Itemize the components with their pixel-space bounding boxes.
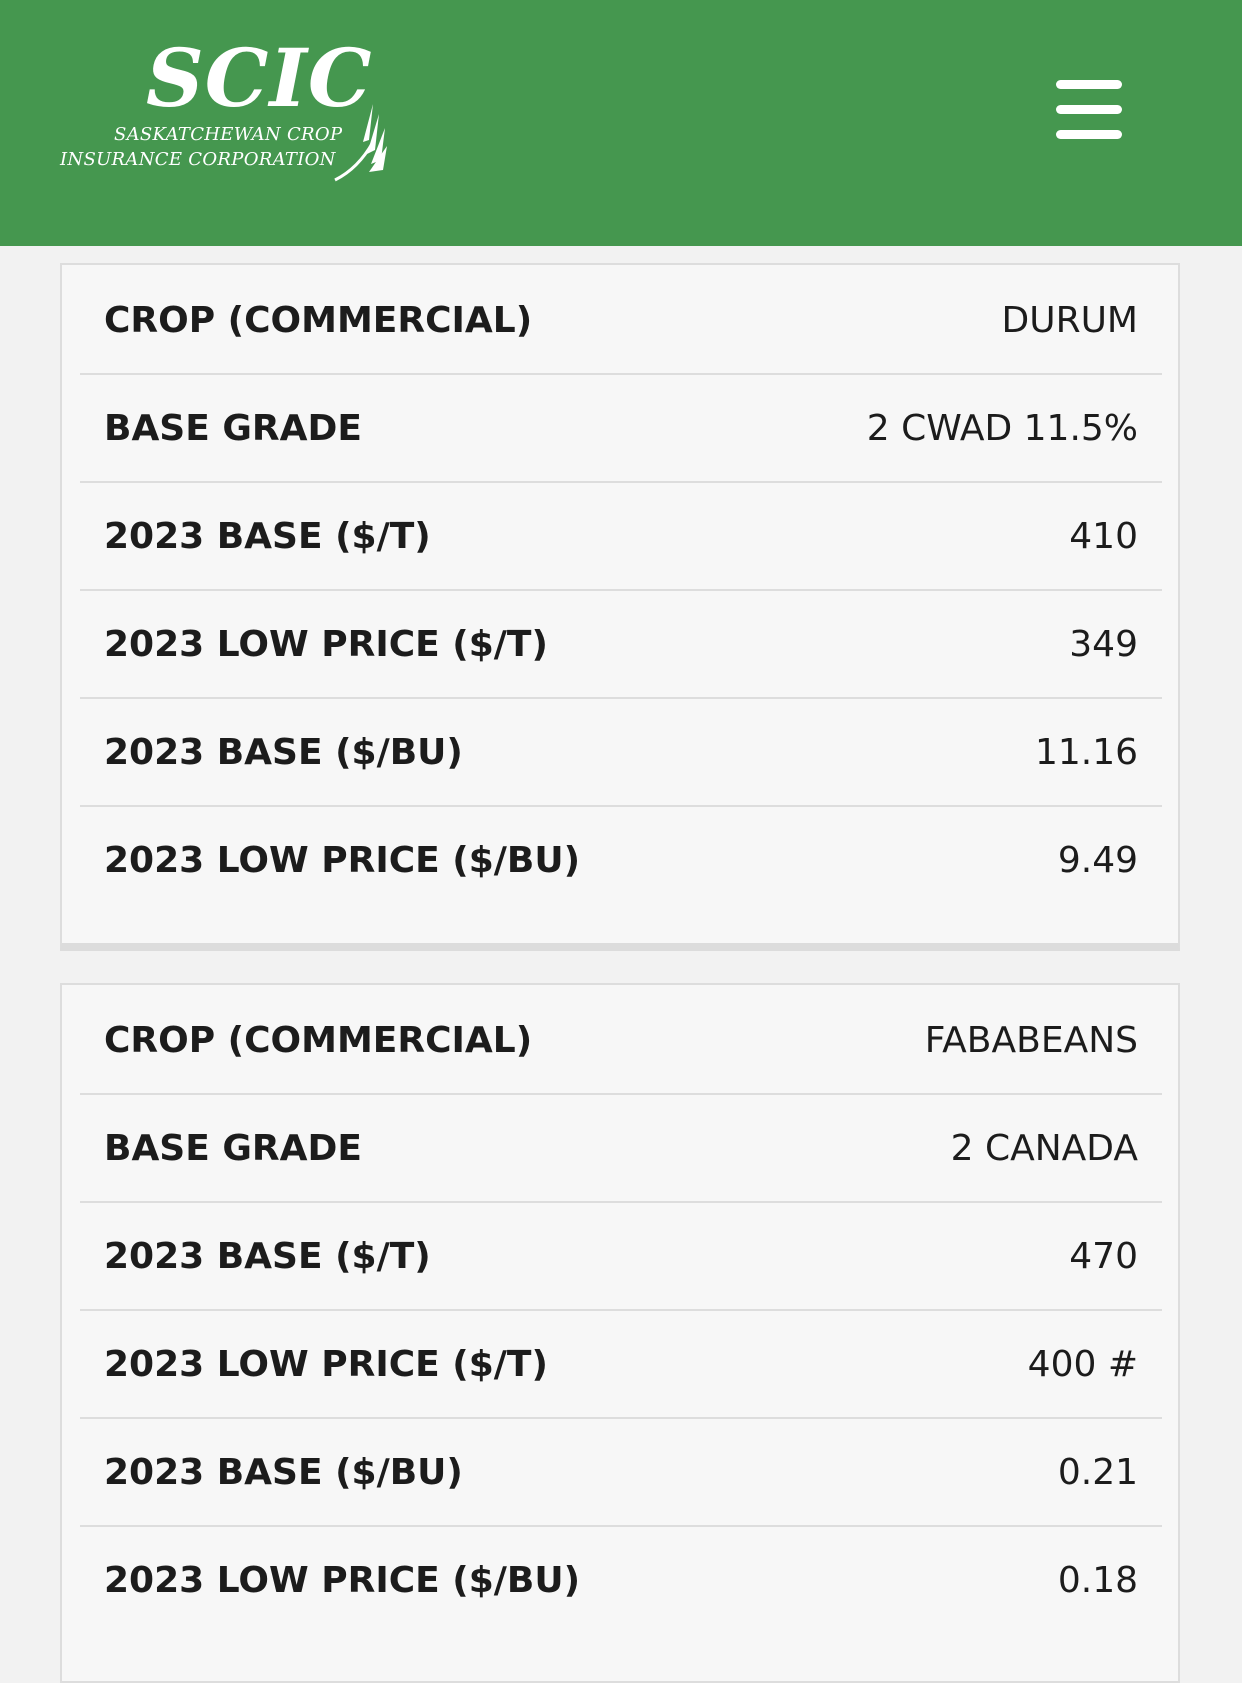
row-divider bbox=[80, 373, 1162, 375]
row-label: 2023 LOW PRICE ($/BU) bbox=[104, 1560, 581, 1601]
scic-logo[interactable]: SCIC SASKATCHEWAN CROP INSURANCE CORPORA… bbox=[58, 36, 388, 186]
crop-price-card-durum: CROP (COMMERCIAL) DURUM BASE GRADE 2 CWA… bbox=[60, 263, 1180, 951]
row-label: 2023 BASE ($/BU) bbox=[104, 1452, 463, 1493]
menu-bar-middle bbox=[1056, 105, 1122, 114]
table-row: CROP (COMMERCIAL) FABABEANS bbox=[80, 987, 1162, 1095]
row-label: 2023 BASE ($/T) bbox=[104, 1236, 431, 1277]
table-row: CROP (COMMERCIAL) DURUM bbox=[80, 267, 1162, 375]
row-label: CROP (COMMERCIAL) bbox=[104, 1020, 533, 1061]
row-value: FABABEANS bbox=[924, 1020, 1138, 1061]
row-divider bbox=[80, 589, 1162, 591]
row-value: 400 # bbox=[1027, 1344, 1138, 1385]
table-row: 2023 BASE ($/BU) 11.16 bbox=[80, 699, 1162, 807]
table-row: 2023 LOW PRICE ($/BU) 0.18 bbox=[80, 1527, 1162, 1635]
row-value: 2 CWAD 11.5% bbox=[866, 408, 1138, 449]
row-divider bbox=[80, 1309, 1162, 1311]
row-label: CROP (COMMERCIAL) bbox=[104, 300, 533, 341]
row-label: 2023 BASE ($/T) bbox=[104, 516, 431, 557]
menu-bar-top bbox=[1056, 80, 1122, 89]
row-value: 11.16 bbox=[1034, 732, 1138, 773]
table-row: 2023 BASE ($/T) 410 bbox=[80, 483, 1162, 591]
table-row: 2023 BASE ($/BU) 0.21 bbox=[80, 1419, 1162, 1527]
table-row: 2023 BASE ($/T) 470 bbox=[80, 1203, 1162, 1311]
row-divider bbox=[80, 1093, 1162, 1095]
row-label: 2023 LOW PRICE ($/BU) bbox=[104, 840, 581, 881]
row-divider bbox=[80, 697, 1162, 699]
row-divider bbox=[80, 481, 1162, 483]
table-row: 2023 LOW PRICE ($/T) 400 # bbox=[80, 1311, 1162, 1419]
site-header: SCIC SASKATCHEWAN CROP INSURANCE CORPORA… bbox=[0, 0, 1242, 246]
row-label: 2023 BASE ($/BU) bbox=[104, 732, 463, 773]
row-label: BASE GRADE bbox=[104, 408, 362, 449]
row-value: 470 bbox=[1069, 1236, 1138, 1277]
row-value: 2 CANADA bbox=[950, 1128, 1138, 1169]
table-row: 2023 LOW PRICE ($/BU) 9.49 bbox=[80, 807, 1162, 915]
row-divider bbox=[80, 805, 1162, 807]
row-divider bbox=[80, 1525, 1162, 1527]
row-value: 9.49 bbox=[1057, 840, 1138, 881]
row-divider bbox=[80, 1417, 1162, 1419]
row-value: 0.18 bbox=[1057, 1560, 1138, 1601]
row-label: 2023 LOW PRICE ($/T) bbox=[104, 624, 548, 665]
row-value: DURUM bbox=[1001, 300, 1139, 341]
table-row: BASE GRADE 2 CANADA bbox=[80, 1095, 1162, 1203]
menu-bar-bottom bbox=[1056, 130, 1122, 139]
row-value: 0.21 bbox=[1057, 1452, 1138, 1493]
row-value: 410 bbox=[1069, 516, 1138, 557]
row-value: 349 bbox=[1069, 624, 1138, 665]
table-row: 2023 LOW PRICE ($/T) 349 bbox=[80, 591, 1162, 699]
wheat-sheaf-icon bbox=[334, 104, 387, 182]
table-row: BASE GRADE 2 CWAD 11.5% bbox=[80, 375, 1162, 483]
logo-wordmark: SCIC bbox=[146, 31, 373, 125]
logo-tagline-line-2: INSURANCE CORPORATION bbox=[60, 149, 336, 170]
hamburger-menu-icon[interactable] bbox=[1052, 76, 1122, 142]
row-label: BASE GRADE bbox=[104, 1128, 362, 1169]
logo-tagline-line-1: SASKATCHEWAN CROP bbox=[114, 124, 343, 145]
row-label: 2023 LOW PRICE ($/T) bbox=[104, 1344, 548, 1385]
row-divider bbox=[80, 1201, 1162, 1203]
crop-price-card-fababeans: CROP (COMMERCIAL) FABABEANS BASE GRADE 2… bbox=[60, 983, 1180, 1683]
